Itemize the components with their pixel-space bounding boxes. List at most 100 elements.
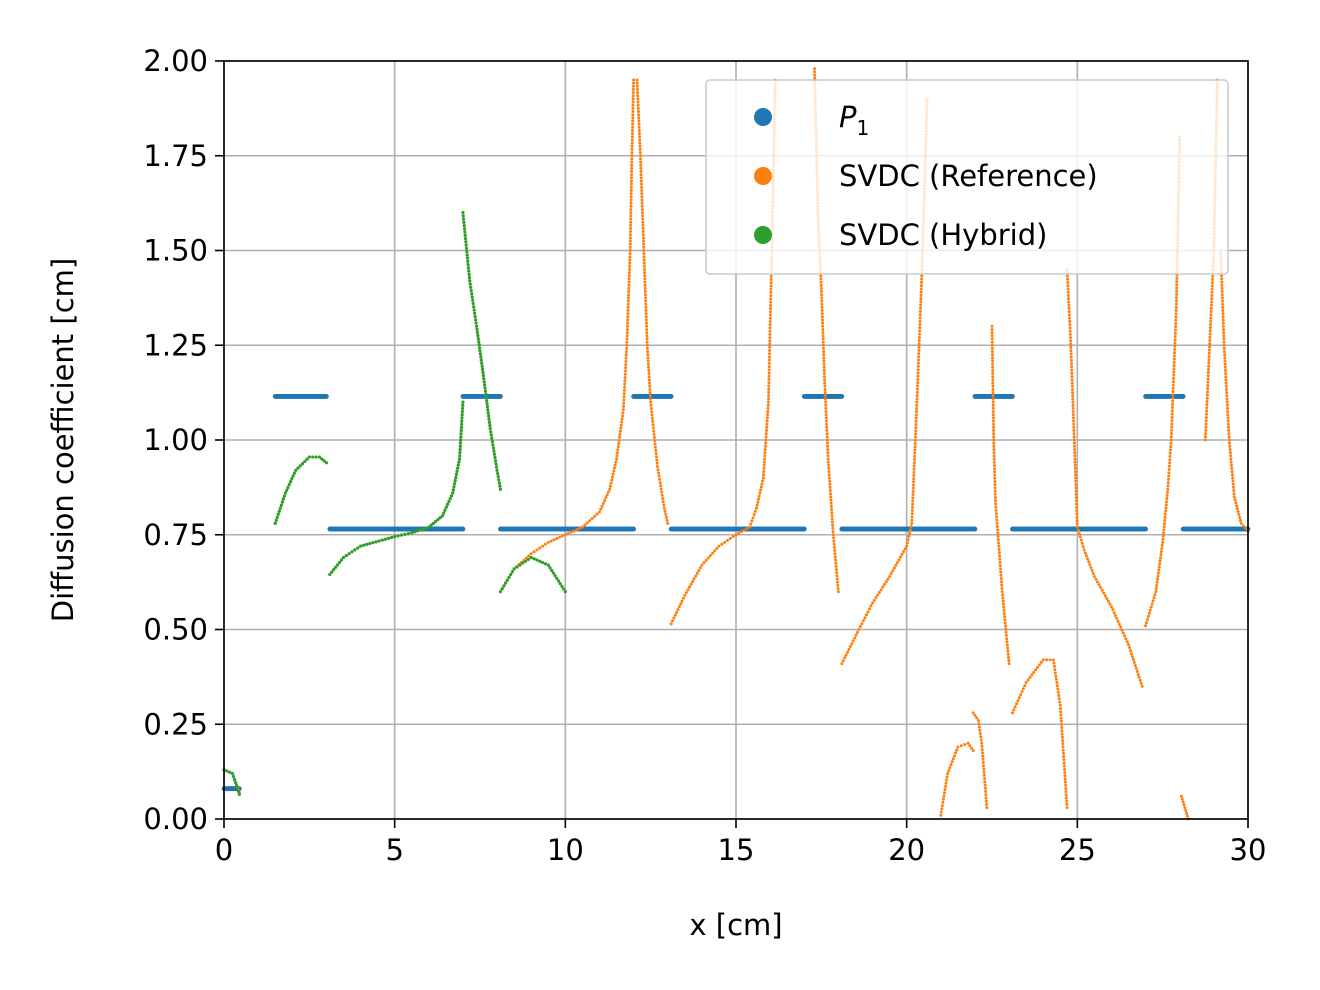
svdc-reference-point xyxy=(1159,556,1163,560)
svdc-reference-point xyxy=(991,384,995,388)
svdc-reference-point xyxy=(1130,655,1134,659)
svdc-reference-point xyxy=(626,312,630,316)
svdc-reference-point xyxy=(1161,534,1165,538)
svdc-reference-point xyxy=(767,358,771,362)
svdc-reference-point xyxy=(1163,512,1167,516)
svdc-reference-point xyxy=(748,525,752,529)
svdc-hybrid-point xyxy=(228,770,232,774)
svdc-reference-point xyxy=(917,345,921,349)
svdc-reference-point xyxy=(1171,396,1175,400)
svdc-reference-point xyxy=(645,327,649,331)
svdc-reference-point xyxy=(1007,658,1011,662)
svdc-reference-point xyxy=(1082,548,1086,552)
svdc-reference-point xyxy=(1224,384,1228,388)
svdc-reference-point xyxy=(942,791,946,795)
svdc-reference-point xyxy=(1061,742,1065,746)
svdc-reference-point xyxy=(1059,719,1063,723)
svdc-reference-point xyxy=(990,327,994,331)
svdc-reference-point xyxy=(876,593,880,597)
svdc-reference-point xyxy=(742,528,746,532)
svdc-reference-point xyxy=(1207,358,1211,362)
svdc-hybrid-point xyxy=(496,471,500,476)
svdc-reference-point xyxy=(900,552,904,556)
svdc-reference-point xyxy=(708,554,712,558)
svdc-reference-point xyxy=(630,147,634,151)
svdc-reference-point xyxy=(919,306,923,310)
svdc-reference-point xyxy=(629,179,633,183)
svdc-reference-point xyxy=(1174,318,1178,322)
svdc-reference-point xyxy=(625,327,629,331)
svdc-reference-point xyxy=(913,445,917,449)
svdc-reference-point xyxy=(1109,605,1113,609)
svdc-reference-point xyxy=(1161,537,1165,541)
svdc-reference-point xyxy=(638,138,642,142)
svdc-reference-point xyxy=(1205,399,1209,403)
svdc-reference-point xyxy=(655,458,659,462)
svdc-reference-point xyxy=(819,277,823,281)
svdc-reference-point xyxy=(629,220,633,224)
svdc-hybrid-point xyxy=(274,518,278,522)
svdc-reference-point xyxy=(1169,445,1173,449)
svdc-reference-point xyxy=(629,230,633,234)
svdc-reference-point xyxy=(1224,375,1228,379)
svdc-reference-point xyxy=(995,521,999,525)
svdc-reference-point xyxy=(1238,515,1242,519)
svdc-reference-point xyxy=(629,198,633,202)
svdc-reference-point xyxy=(1069,352,1073,356)
svdc-reference-point xyxy=(1066,290,1070,294)
svdc-reference-point xyxy=(1067,313,1071,317)
svdc-reference-point xyxy=(1064,793,1068,797)
svdc-reference-point xyxy=(630,135,634,139)
svdc-reference-point xyxy=(991,397,995,401)
svdc-reference-point xyxy=(769,307,773,311)
svdc-reference-point xyxy=(820,315,824,319)
svdc-reference-point xyxy=(979,738,983,742)
svdc-hybrid-point xyxy=(278,506,282,510)
svdc-reference-point xyxy=(1010,711,1014,715)
svdc-reference-point xyxy=(620,417,624,421)
svdc-reference-point xyxy=(767,371,771,375)
svdc-reference-point xyxy=(1207,354,1211,358)
svdc-reference-point xyxy=(631,103,635,107)
svdc-reference-point xyxy=(909,525,913,529)
svdc-reference-point xyxy=(1172,370,1176,374)
svdc-reference-point xyxy=(1070,387,1074,391)
svdc-reference-point xyxy=(684,591,688,595)
svdc-hybrid-point xyxy=(225,769,229,773)
svdc-reference-point xyxy=(632,81,636,85)
svdc-reference-point xyxy=(697,569,701,573)
svdc-reference-point xyxy=(645,331,649,335)
svdc-reference-point xyxy=(833,552,837,556)
svdc-reference-point xyxy=(1171,402,1175,406)
y-tick-label: 1.25 xyxy=(143,328,208,362)
svdc-reference-point xyxy=(627,286,631,290)
svdc-reference-point xyxy=(985,806,989,810)
svdc-reference-point xyxy=(1171,393,1175,397)
svdc-reference-point xyxy=(1071,416,1075,420)
svdc-reference-point xyxy=(750,519,754,523)
svdc-reference-point xyxy=(1072,444,1076,448)
svdc-reference-point xyxy=(821,346,825,350)
svdc-reference-point xyxy=(642,252,646,256)
svdc-reference-point xyxy=(1221,318,1225,322)
svdc-reference-point xyxy=(836,590,840,594)
svdc-hybrid-point xyxy=(358,544,363,548)
svdc-hybrid-point xyxy=(380,538,384,542)
svdc-reference-point xyxy=(991,365,995,369)
svdc-reference-point xyxy=(629,188,633,192)
svdc-reference-point xyxy=(835,577,839,581)
svdc-reference-point xyxy=(1108,602,1112,606)
svdc-reference-point xyxy=(649,407,653,411)
svdc-reference-point xyxy=(643,271,647,275)
svdc-reference-point xyxy=(532,550,536,554)
y-tick-label: 1.00 xyxy=(143,423,208,457)
svdc-reference-point xyxy=(599,507,603,511)
svdc-reference-point xyxy=(767,361,771,365)
svdc-reference-point xyxy=(1059,710,1063,714)
svdc-reference-point xyxy=(1054,677,1058,681)
svdc-reference-point xyxy=(1228,447,1232,451)
svdc-reference-point xyxy=(1062,758,1066,762)
svdc-reference-point xyxy=(1079,538,1083,542)
svdc-reference-point xyxy=(631,94,635,98)
svdc-reference-point xyxy=(882,582,886,586)
